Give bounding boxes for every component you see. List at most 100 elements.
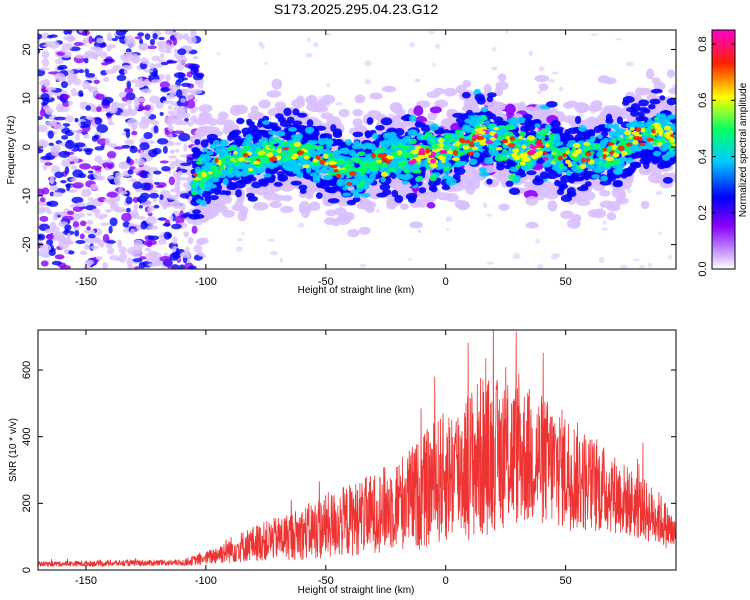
heatmap-cell xyxy=(39,197,46,203)
heatmap-cell xyxy=(431,143,439,149)
heatmap-cell xyxy=(168,176,175,186)
heatmap-cell xyxy=(342,192,351,197)
heatmap-cell xyxy=(552,135,561,143)
heatmap-cell xyxy=(191,190,198,196)
heatmap-cell xyxy=(157,239,167,245)
heatmap-cell xyxy=(584,191,596,201)
heatmap-cell xyxy=(526,170,537,176)
heatmap-cell xyxy=(521,144,527,150)
heatmap-cell xyxy=(626,157,634,164)
heatmap-cell xyxy=(332,150,343,155)
heatmap-cell xyxy=(348,162,355,168)
heatmap-cell xyxy=(558,162,564,169)
heatmap-cell xyxy=(324,217,336,226)
heatmap-cell xyxy=(149,38,156,46)
heatmap-cell xyxy=(107,175,115,180)
heatmap-cell xyxy=(376,192,388,198)
heatmap-cell xyxy=(489,149,500,157)
heatmap-cell xyxy=(138,43,149,51)
heatmap-cell xyxy=(257,157,267,162)
heatmap-cell xyxy=(427,112,438,121)
heatmap-cell xyxy=(442,132,453,138)
heatmap-cell xyxy=(90,183,99,191)
heatmap-cell xyxy=(209,195,219,201)
heatmap-cell xyxy=(601,227,608,231)
heatmap-cell xyxy=(268,141,275,146)
heatmap-cell xyxy=(60,90,68,96)
heatmap-cell xyxy=(206,133,218,140)
heatmap-cell xyxy=(79,163,92,170)
heatmap-cell xyxy=(158,44,165,53)
heatmap-cell xyxy=(497,73,507,82)
heatmap-cell xyxy=(187,236,194,245)
heatmap-cell xyxy=(152,33,158,40)
heatmap-cell xyxy=(429,174,437,182)
heatmap-cell xyxy=(54,72,66,82)
heatmap-cell xyxy=(304,126,315,134)
heatmap-cell xyxy=(446,150,454,154)
heatmap-cell xyxy=(50,144,61,153)
heatmap-cell xyxy=(252,202,269,211)
heatmap-cell xyxy=(653,116,660,121)
heatmap-cell xyxy=(359,263,367,268)
heatmap-cell xyxy=(117,208,129,213)
heatmap-cell xyxy=(196,157,203,162)
heatmap-cell xyxy=(143,69,154,73)
heatmap-cell xyxy=(648,172,664,184)
heatmap-cell xyxy=(548,78,555,83)
heatmap-cell xyxy=(102,262,108,269)
heatmap-cell xyxy=(408,114,417,122)
heatmap-cell xyxy=(400,151,408,157)
heatmap-cell xyxy=(160,61,169,66)
heatmap-cell xyxy=(376,208,380,214)
heatmap-cell xyxy=(619,264,628,269)
heatmap-cell xyxy=(312,119,323,128)
heatmap-cell xyxy=(93,170,102,180)
heatmap-cell xyxy=(612,123,620,130)
heatmap-cell xyxy=(326,32,332,36)
heatmap-cell xyxy=(327,187,338,194)
heatmap-cell xyxy=(169,149,175,154)
heatmap-cell xyxy=(146,241,153,248)
heatmap-cell xyxy=(174,215,185,225)
heatmap-cell xyxy=(106,150,117,159)
heatmap-cell xyxy=(118,246,127,254)
heatmap-cell xyxy=(92,104,97,113)
heatmap-cell xyxy=(43,78,51,88)
heatmap-cell xyxy=(266,90,282,98)
heatmap-cell xyxy=(327,171,336,176)
heatmap-cell xyxy=(236,117,245,125)
heatmap-cell xyxy=(224,154,234,159)
heatmap-cell xyxy=(228,167,234,172)
heatmap-cell xyxy=(471,146,479,151)
heatmap-cell xyxy=(38,147,44,154)
heatmap-cell xyxy=(599,139,608,145)
heatmap-cell xyxy=(85,105,92,111)
heatmap-cell xyxy=(505,180,514,187)
heatmap-cell xyxy=(241,231,245,235)
heatmap-cell xyxy=(358,167,367,174)
heatmap-cell xyxy=(671,84,676,89)
heatmap-cell xyxy=(649,98,661,105)
heatmap-cell xyxy=(487,142,498,149)
heatmap-cell xyxy=(574,190,589,202)
heatmap-cell xyxy=(103,58,114,63)
heatmap-cell xyxy=(229,104,242,116)
heatmap-cell xyxy=(172,130,185,134)
heatmap-cell xyxy=(136,216,146,220)
heatmap-cell xyxy=(180,202,186,212)
heatmap-cell xyxy=(267,238,275,242)
heatmap-cell xyxy=(157,217,167,221)
heatmap-cell xyxy=(501,155,509,161)
heatmap-cell xyxy=(407,258,413,261)
heatmap-cell xyxy=(263,191,279,201)
heatmap-cell xyxy=(345,166,352,172)
heatmap-cell xyxy=(401,144,410,151)
heatmap-cell xyxy=(428,30,435,35)
heatmap-cell xyxy=(250,146,258,152)
heatmap-cell xyxy=(178,132,191,142)
heatmap-cell xyxy=(429,123,440,131)
heatmap-cell xyxy=(61,135,69,140)
heatmap-cell xyxy=(279,120,292,128)
